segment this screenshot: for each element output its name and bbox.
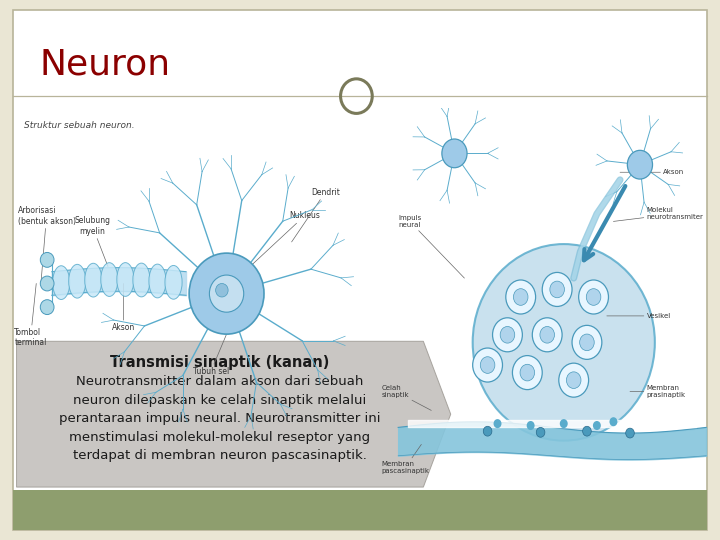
Circle shape: [559, 419, 568, 428]
Text: Neuron: Neuron: [40, 48, 171, 82]
Text: Celah
sinaptik: Celah sinaptik: [382, 385, 431, 410]
Circle shape: [580, 334, 594, 350]
Text: Impuls
neural: Impuls neural: [398, 215, 464, 278]
Text: Struktur sebuah neuron.: Struktur sebuah neuron.: [24, 122, 135, 131]
Circle shape: [540, 327, 554, 343]
Circle shape: [40, 276, 54, 291]
Circle shape: [526, 421, 535, 430]
Circle shape: [582, 426, 591, 436]
Ellipse shape: [473, 244, 655, 441]
Circle shape: [542, 272, 572, 307]
Circle shape: [513, 356, 542, 390]
Circle shape: [493, 419, 502, 428]
Text: Tombol
terminal: Tombol terminal: [14, 284, 47, 347]
Circle shape: [473, 348, 503, 382]
Text: Neurotransmitter dalam akson dari sebuah
neuron dilepaskan ke celah sinaptik mel: Neurotransmitter dalam akson dari sebuah…: [59, 375, 381, 462]
Ellipse shape: [165, 266, 182, 299]
Circle shape: [505, 280, 536, 314]
Text: Dendrit: Dendrit: [292, 188, 340, 242]
Ellipse shape: [149, 264, 166, 298]
Circle shape: [442, 139, 467, 168]
Ellipse shape: [53, 266, 70, 300]
Circle shape: [513, 289, 528, 305]
Circle shape: [480, 357, 495, 373]
Polygon shape: [17, 341, 451, 487]
FancyBboxPatch shape: [13, 10, 707, 530]
Circle shape: [609, 417, 618, 426]
Text: Membran
pascasinaptik: Membran pascasinaptik: [382, 444, 430, 474]
Circle shape: [550, 281, 564, 298]
FancyBboxPatch shape: [13, 490, 707, 530]
Circle shape: [626, 428, 634, 438]
Ellipse shape: [68, 265, 86, 298]
Ellipse shape: [101, 262, 118, 296]
Circle shape: [579, 280, 608, 314]
Circle shape: [500, 327, 515, 343]
Circle shape: [40, 300, 54, 314]
Circle shape: [216, 284, 228, 297]
Text: Tubuh sel: Tubuh sel: [193, 334, 229, 376]
Text: Transmisi sinaptik (kanan): Transmisi sinaptik (kanan): [110, 355, 330, 370]
Text: Akson: Akson: [112, 284, 135, 332]
Text: Selubung
myelin: Selubung myelin: [74, 217, 110, 267]
Circle shape: [492, 318, 523, 352]
Ellipse shape: [117, 262, 134, 296]
Text: Membran
prasinaptik: Membran prasinaptik: [630, 385, 685, 398]
Circle shape: [572, 325, 602, 360]
Circle shape: [532, 318, 562, 352]
Text: Vesikel: Vesikel: [607, 313, 671, 319]
Circle shape: [627, 150, 652, 179]
Circle shape: [536, 428, 545, 437]
Circle shape: [40, 252, 54, 267]
Text: Arborisasi
(bentuk akson): Arborisasi (bentuk akson): [17, 206, 76, 284]
Circle shape: [483, 426, 492, 436]
Text: Molekul
neurotransmiter: Molekul neurotransmiter: [613, 207, 703, 221]
Text: Akson: Akson: [620, 169, 685, 176]
Ellipse shape: [133, 263, 150, 297]
Circle shape: [210, 275, 243, 312]
Circle shape: [520, 364, 535, 381]
Circle shape: [559, 363, 589, 397]
Circle shape: [593, 421, 601, 430]
Circle shape: [586, 289, 601, 305]
Text: Nukleus: Nukleus: [239, 212, 320, 276]
Circle shape: [189, 253, 264, 334]
Circle shape: [567, 372, 581, 388]
Ellipse shape: [85, 264, 102, 297]
